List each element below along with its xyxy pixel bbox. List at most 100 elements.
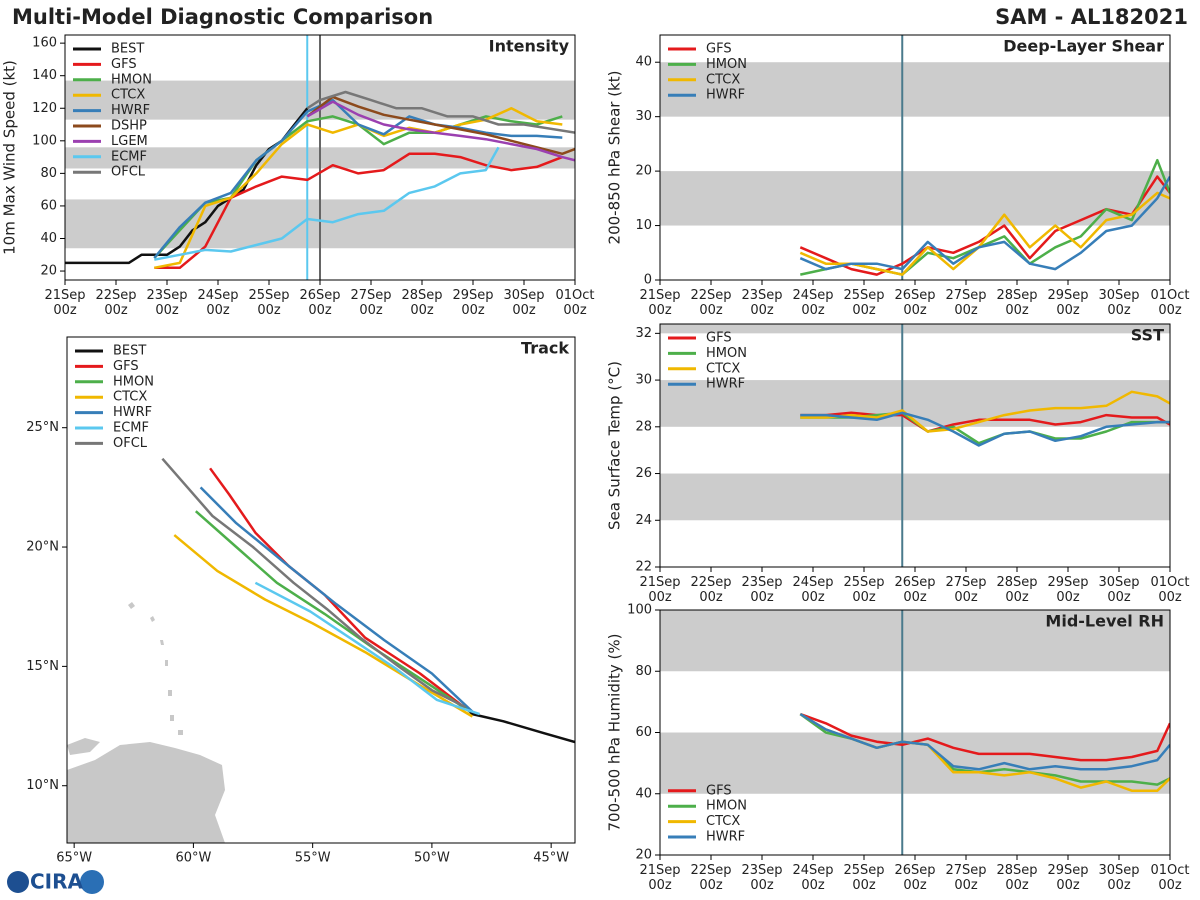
intensity-band	[660, 324, 1170, 334]
series-line	[800, 390, 1170, 433]
legend-label: HWRF	[706, 830, 745, 845]
series-line	[154, 146, 500, 261]
x-tick-label: 55°W	[295, 851, 331, 866]
series-line	[254, 581, 480, 716]
series-line	[799, 712, 1170, 762]
y-tick-label: 30	[635, 373, 652, 388]
series-line	[464, 706, 575, 744]
y-tick-label: 80	[40, 166, 57, 181]
plot-frame	[66, 336, 576, 844]
y-axis-label: Sea Surface Temp (°C)	[606, 361, 624, 530]
x-tick-label: 29Sep 00z	[1047, 575, 1088, 605]
y-tick-label: 40	[40, 231, 57, 246]
land-islands	[128, 602, 183, 735]
page-title: Multi-Model Diagnostic Comparison	[12, 5, 433, 29]
x-tick-label: 27Sep 00z	[350, 288, 391, 318]
y-tick-label: 20	[40, 264, 57, 279]
series-line	[306, 90, 575, 134]
legend-label: GFS	[113, 359, 139, 374]
legend-label: CTCX	[113, 390, 147, 405]
intensity-band	[660, 610, 1170, 672]
x-tick-label: 22Sep 00z	[690, 288, 731, 318]
legend-label: HMON	[706, 799, 747, 814]
legend-label: HMON	[113, 374, 154, 389]
y-tick-label: 32	[635, 326, 652, 341]
panel-title: Deep-Layer Shear	[1003, 37, 1164, 56]
x-tick-label: 27Sep 00z	[945, 288, 986, 318]
y-tick-label: 120	[32, 101, 57, 116]
logo-swirl	[80, 870, 104, 894]
x-tick-label: 28Sep 00z	[401, 288, 442, 318]
x-tick-label: 28Sep 00z	[996, 288, 1037, 318]
y-tick-label: 15°N	[26, 659, 59, 674]
x-tick-label: 23Sep 00z	[146, 288, 187, 318]
series-line	[194, 510, 471, 713]
x-tick-label: 27Sep 00z	[945, 575, 986, 605]
legend-label: ECMF	[111, 149, 147, 164]
x-tick-label: 26Sep 00z	[299, 288, 340, 318]
logo: CIRA	[7, 870, 104, 894]
x-tick-label: 30Sep 00z	[1098, 288, 1139, 318]
y-tick-label: 26	[635, 466, 652, 481]
legend-label: DSHP	[111, 119, 147, 134]
x-tick-label: 26Sep 00z	[894, 863, 935, 893]
x-tick-label: 28Sep 00z	[996, 575, 1037, 605]
legend-label: OFCL	[111, 165, 146, 180]
x-tick-label: 01Oct 00z	[1150, 863, 1189, 893]
y-tick-label: 22	[635, 560, 652, 575]
legend-label: CTCX	[706, 72, 740, 87]
x-tick-label: 01Oct 00z	[555, 288, 594, 318]
plot-area	[660, 35, 1170, 280]
y-axis-label: 700-500 hPa Humidity (%)	[606, 633, 624, 831]
x-tick-label: 25Sep 00z	[843, 863, 884, 893]
x-tick-label: 01Oct 00z	[1150, 575, 1189, 605]
y-tick-label: 140	[32, 68, 57, 83]
intensity-band	[660, 380, 1170, 427]
legend-label: CTCX	[111, 88, 145, 103]
legend-label: GFS	[706, 783, 732, 798]
panel-title: Mid-Level RH	[1045, 612, 1164, 631]
y-tick-label: 40	[635, 786, 652, 801]
x-tick-label: 23Sep 00z	[741, 288, 782, 318]
y-tick-label: 80	[635, 664, 652, 679]
y-tick-label: 20°N	[26, 540, 59, 555]
series-line	[799, 191, 1170, 276]
storm-id: SAM - AL182021	[995, 5, 1188, 29]
plot-area	[660, 610, 1170, 855]
x-tick-label: 22Sep 00z	[690, 863, 731, 893]
x-tick-label: 22Sep 00z	[690, 575, 731, 605]
series-line	[161, 457, 466, 709]
y-tick-label: 30	[635, 109, 652, 124]
series-line	[800, 411, 1170, 447]
legend-label: OFCL	[113, 436, 148, 451]
land-south-america	[67, 742, 225, 843]
x-tick-label: 29Sep 00z	[452, 288, 493, 318]
intensity-band	[660, 473, 1170, 521]
panel-title: Track	[521, 339, 569, 358]
y-tick-label: 10	[635, 218, 652, 233]
logo-text: CIRA	[30, 870, 84, 894]
series-line	[799, 713, 1170, 771]
y-tick-label: 0	[644, 273, 652, 288]
x-tick-label: 25Sep 00z	[248, 288, 289, 318]
x-tick-label: 24Sep 00z	[792, 288, 833, 318]
plot-area	[161, 457, 575, 744]
x-tick-label: 30Sep 00z	[1098, 863, 1139, 893]
legend-label: HWRF	[111, 103, 150, 118]
legend-label: HMON	[706, 57, 747, 72]
x-tick-label: 50°W	[414, 851, 450, 866]
x-tick-label: 21Sep 00z	[639, 575, 680, 605]
y-tick-label: 20	[635, 164, 652, 179]
y-tick-label: 20	[635, 848, 652, 863]
x-tick-label: 29Sep 00z	[1047, 288, 1088, 318]
x-tick-label: 22Sep 00z	[95, 288, 136, 318]
series-line	[306, 95, 575, 156]
intensity-band	[660, 171, 1170, 226]
y-tick-label: 100	[627, 603, 652, 618]
logo-globe	[7, 871, 29, 893]
legend-label: HMON	[706, 346, 747, 361]
x-tick-label: 24Sep 00z	[792, 575, 833, 605]
legend-label: HWRF	[706, 88, 745, 103]
x-tick-label: 23Sep 00z	[741, 863, 782, 893]
